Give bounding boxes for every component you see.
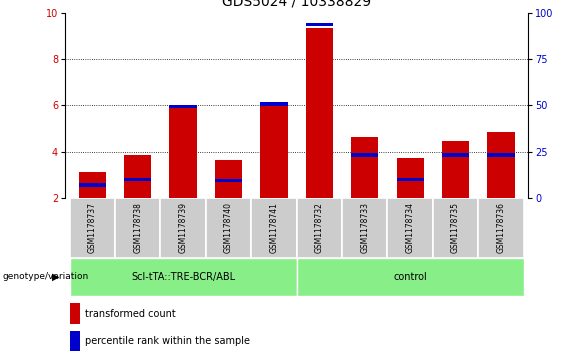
Bar [306,23,333,26]
Bar [215,160,242,198]
Bar [442,153,469,157]
Text: GSM1178737: GSM1178737 [88,202,97,253]
Text: GSM1178735: GSM1178735 [451,202,460,253]
Text: GSM1178741: GSM1178741 [270,202,279,253]
Bar [397,159,424,198]
Bar [170,107,197,198]
Text: percentile rank within the sample: percentile rank within the sample [85,336,250,346]
Bar [351,153,379,157]
Bar [488,153,515,157]
Bar [79,183,106,187]
Text: Scl-tTA::TRE-BCR/ABL: Scl-tTA::TRE-BCR/ABL [131,272,235,282]
Bar [479,198,524,258]
Text: GSM1178734: GSM1178734 [406,202,415,253]
Bar [342,198,388,258]
Bar [297,198,342,258]
Bar [206,198,251,258]
Bar [69,303,80,324]
Bar [69,198,115,258]
Bar [397,178,424,181]
Text: GSM1178738: GSM1178738 [133,202,142,253]
Text: GSM1178739: GSM1178739 [179,202,188,253]
Bar [433,198,479,258]
Bar [115,198,160,258]
Bar [306,28,333,198]
Text: GSM1178733: GSM1178733 [360,202,370,253]
Bar [351,136,379,198]
Bar [124,178,151,181]
Bar [124,155,151,198]
Bar [260,105,288,198]
Bar [215,179,242,182]
Bar [79,172,106,198]
Text: genotype/variation: genotype/variation [3,272,89,281]
Title: GDS5024 / 10338829: GDS5024 / 10338829 [222,0,371,9]
Bar [260,102,288,106]
Text: GSM1178732: GSM1178732 [315,202,324,253]
Text: ▶: ▶ [52,272,59,282]
Bar [251,198,297,258]
Bar [69,331,80,351]
Text: GSM1178736: GSM1178736 [497,202,506,253]
Bar [297,258,524,296]
Bar [488,132,515,198]
Bar [69,258,297,296]
Bar [170,105,197,108]
Text: control: control [393,272,427,282]
Text: transformed count: transformed count [85,309,176,319]
Bar [442,141,469,198]
Text: GSM1178740: GSM1178740 [224,202,233,253]
Bar [388,198,433,258]
Bar [160,198,206,258]
